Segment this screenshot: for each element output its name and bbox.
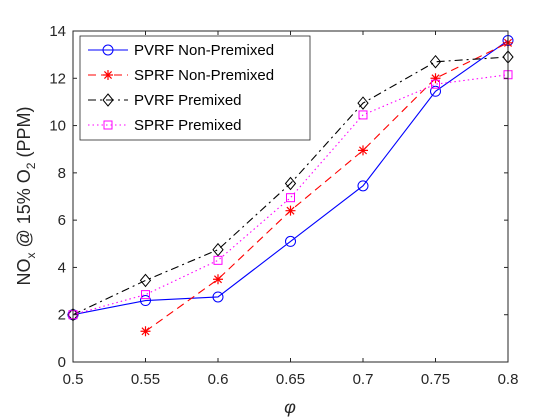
x-tick-label: 0.7: [353, 371, 374, 388]
y-axis-label: NOx @ 15% O2 (PPM): [14, 107, 38, 286]
y-tick-label: 6: [58, 212, 66, 229]
data-point-marker: [140, 295, 151, 307]
legend-item-label: PVRF Non-Premixed: [134, 42, 274, 59]
series-line: [145, 42, 509, 332]
legend-box: [79, 35, 311, 141]
data-point-marker: [213, 255, 223, 265]
data-point-marker: [284, 176, 297, 191]
x-tick-label: 0.65: [276, 371, 305, 388]
x-tick-label: 0.8: [498, 371, 519, 388]
legend-marker: [102, 44, 114, 56]
y-tick-label: 14: [49, 23, 66, 40]
data-point-marker: [213, 274, 223, 285]
data-point-marker: [357, 96, 369, 110]
x-tick-label: 0.6: [208, 371, 229, 388]
data-point-marker: [357, 180, 369, 192]
legend-item-label: SPRF Premixed: [134, 117, 242, 134]
data-point-marker: [358, 145, 368, 156]
data-point-marker: [285, 235, 296, 247]
legend-marker: [103, 70, 113, 80]
series-3: [67, 50, 514, 322]
legend-item-label: SPRF Non-Premixed: [134, 67, 274, 84]
y-axis-label-no: NO: [14, 259, 34, 286]
y-tick-label: 2: [58, 307, 66, 324]
y-axis-label-unit: (PPM): [14, 107, 34, 163]
legend: PVRF Non-Premixed SPRF Non-Premixed PVRF P…: [79, 35, 311, 141]
data-point-marker: [285, 205, 296, 216]
y-tick-label: 10: [49, 118, 66, 135]
data-point-marker: [139, 273, 152, 288]
legend-item-label: PVRF Premixed: [134, 92, 242, 109]
data-point-marker: [430, 85, 441, 97]
x-tick-label: 0.5: [63, 371, 84, 388]
data-point-marker: [141, 290, 150, 300]
legend-marker: [103, 120, 113, 130]
data-point-marker: [286, 193, 295, 203]
y-tick-label: 0: [58, 354, 66, 371]
y-axis-label-sub-2: 2: [24, 162, 38, 169]
x-tick-label: 0.75: [421, 371, 450, 388]
y-axis-label-mid: @ 15% O: [14, 169, 34, 252]
y-tick-label: 12: [49, 70, 66, 87]
series-line: [72, 56, 509, 316]
data-point-marker: [212, 291, 224, 303]
x-axis-label: φ: [284, 397, 296, 417]
y-tick-label: 4: [58, 259, 66, 276]
legend-marker: [102, 93, 114, 107]
y-axis-label-sub-x: x: [24, 253, 38, 259]
series-line: [72, 40, 509, 316]
data-point-marker: [212, 242, 224, 257]
y-tick-label: 8: [58, 165, 66, 182]
ticks-layer: 0.5 0.55 0.6 0.65 0.7 0.75 0.8 0 2 4 6 8 10 12 14: [49, 23, 518, 388]
data-point-marker: [429, 54, 442, 69]
data-point-marker: [430, 73, 441, 84]
data-point-marker: [358, 110, 368, 120]
data-point-marker: [140, 326, 151, 337]
x-tick-label: 0.55: [131, 371, 160, 388]
data-point-marker: [431, 79, 440, 89]
